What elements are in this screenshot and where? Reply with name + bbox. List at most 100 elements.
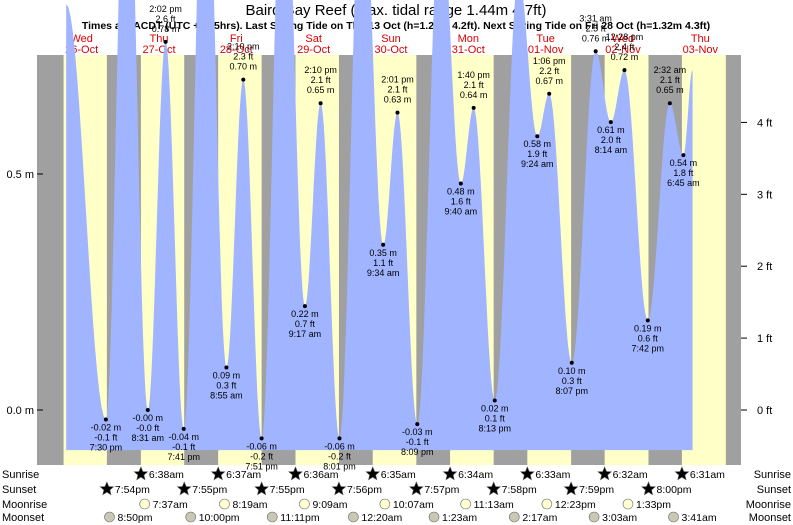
moonrise-icon [219, 498, 230, 510]
sunset-time: 7:56pm [347, 484, 382, 496]
moonset-icon [668, 511, 679, 523]
row-label-left: Moonset [2, 512, 44, 524]
tide-label: -0.2 ft [328, 451, 352, 461]
day-date: 28-Oct [220, 44, 253, 56]
tide-label: 7:42 pm [632, 343, 665, 353]
tide-label: 9:17 am [289, 329, 322, 339]
tide-label: 0.19 m [634, 323, 662, 333]
tide-label: 8:14 am [595, 145, 628, 155]
tide-point [145, 408, 150, 412]
tide-label: -0.1 ft [406, 437, 430, 447]
row-label-right: Moonset [749, 512, 791, 524]
tide-point [593, 49, 598, 54]
tide-label: -0.03 m [402, 427, 433, 437]
tide-label: 1.6 ft [451, 196, 472, 206]
tide-label: 8:01 pm [323, 461, 356, 471]
tide-label: 0.48 m [447, 186, 475, 196]
row-label-right: Sunrise [754, 469, 791, 481]
tide-label: 8:31 am [132, 433, 165, 443]
tide-label: 0.6 ft [638, 333, 659, 343]
moonrise-time: 9:09am [312, 499, 347, 511]
tide-label: 9:40 am [445, 206, 478, 216]
tide-label: 1.8 ft [673, 168, 694, 178]
tide-label: 0.3 ft [216, 381, 237, 391]
y-tick-label-ft: 4 ft [757, 117, 772, 129]
sunset-icon [563, 481, 579, 496]
tide-area [66, 0, 693, 451]
tide-point [492, 398, 497, 403]
tide-label: 9:34 am [367, 268, 400, 278]
day-name: Sun [381, 33, 401, 45]
y-tick-label-m: 0.0 m [6, 405, 34, 417]
sunset-time: 8:00pm [656, 484, 691, 496]
tide-label: 0.72 m [611, 52, 639, 62]
tide-point [622, 68, 627, 73]
row-label-right: Moonrise [746, 499, 791, 511]
tide-label: 2.4 ft [614, 42, 635, 52]
tide-label: 1.9 ft [527, 149, 548, 159]
sunrise-time: 6:32am [613, 469, 648, 481]
row-label-left: Sunset [2, 484, 36, 496]
tide-label: 2.6 ft [156, 14, 177, 24]
sunrise-time: 6:38am [149, 469, 184, 481]
y-tick-label-m: 0.5 m [6, 169, 34, 181]
tide-label: 0.3 ft [562, 376, 583, 386]
tide-point [181, 426, 186, 431]
sunset-time: 7:55pm [192, 484, 227, 496]
tide-point [163, 39, 168, 44]
tide-label: 0.63 m [384, 95, 412, 105]
sunrise-icon [365, 466, 381, 481]
tide-label: 0.58 m [524, 139, 552, 149]
day-date: 31-Oct [452, 44, 485, 56]
tide-label: 3:31 am [579, 13, 612, 23]
day-name: Sat [305, 33, 322, 45]
tide-point [415, 422, 420, 427]
day-name: Mon [458, 33, 479, 45]
sunrise-icon [133, 466, 149, 481]
sunrise-time: 6:37am [226, 469, 261, 481]
row-label-left: Moonrise [2, 499, 47, 511]
tide-label: -0.2 ft [250, 451, 274, 461]
tide-label: 0.76 m [582, 33, 610, 43]
tide-label: 0.54 m [670, 158, 698, 168]
tide-point [302, 304, 307, 309]
moonset-icon [348, 511, 359, 523]
day-name: Wed [70, 33, 92, 45]
plot-area: -0.02 m-0.1 ft7:30 pm2:00 am4.3 ft1.31 m… [37, 0, 741, 471]
sunset-icon [331, 481, 347, 496]
sunrise-icon [442, 466, 458, 481]
sun-moon-table: Sunrise Sunrise Sunset Sunset Moonrise Moonri… [2, 466, 791, 524]
tide-label: 2.1 ft [311, 75, 332, 85]
tide-label: 2.3 ft [233, 52, 254, 62]
moonset-time: 12:20am [361, 512, 402, 524]
day-date: 03-Nov [683, 44, 719, 56]
tide-point [103, 417, 108, 422]
tide-label: 7:51 pm [245, 461, 278, 471]
moonset-time: 8:50pm [118, 512, 153, 524]
moonset-time: 10:00pm [199, 512, 240, 524]
tide-point [471, 105, 476, 110]
day-name: Thu [691, 33, 710, 45]
moonset-time: 11:11pm [280, 512, 320, 524]
tide-label: 0.65 m [307, 85, 335, 95]
sunset-icon [99, 481, 115, 496]
row-label-left: Sunrise [2, 469, 39, 481]
y-tick-label-ft: 3 ft [757, 189, 772, 201]
moonrise-time: 8:19am [232, 499, 267, 511]
day-date: 27-Oct [142, 44, 175, 56]
tide-label: 2:01 pm [381, 75, 414, 85]
tide-point [569, 360, 574, 365]
moonrise-icon [460, 498, 471, 510]
tide-label: 2:10 pm [227, 42, 260, 52]
sunset-icon [641, 481, 656, 496]
sunrise-icon [597, 466, 613, 481]
sunrise-time: 6:36am [303, 469, 338, 481]
sunset-icon [408, 481, 424, 496]
tide-label: 12:28 pm [606, 32, 644, 42]
moonrise-icon [622, 498, 634, 510]
tide-label: 6:45 am [667, 178, 700, 188]
sunset-icon [486, 481, 502, 496]
tide-label: 2.1 ft [464, 80, 485, 90]
tide-label: -0.00 m [133, 413, 164, 423]
